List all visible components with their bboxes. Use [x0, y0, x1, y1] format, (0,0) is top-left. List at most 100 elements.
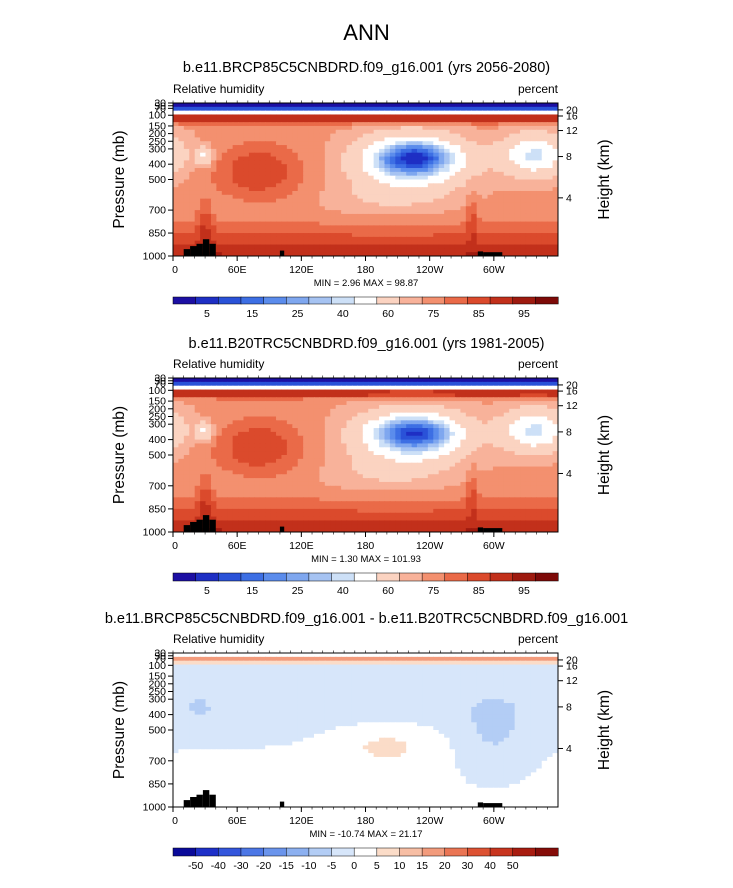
pressure-tick-label: 300	[148, 143, 166, 155]
colorbar-label: 85	[473, 585, 485, 597]
colorbar-swatch	[308, 847, 333, 857]
terrain-block	[202, 515, 210, 532]
y-axis-right-title: Height (km)	[596, 690, 613, 770]
lon-tick-label: 60W	[483, 815, 505, 827]
height-tick-label: 4	[566, 468, 572, 480]
colorbar-swatch	[195, 296, 219, 305]
colorbar-swatch	[399, 296, 423, 305]
y-axis-title: Pressure (mb)	[111, 681, 128, 779]
colorbar-swatch	[444, 572, 468, 582]
pressure-tick-label: 50	[154, 650, 166, 662]
pressure-tick-label: 200	[148, 128, 166, 140]
lon-tick-label: 120W	[416, 264, 444, 276]
colorbar-label: 40	[337, 585, 349, 597]
colorbar-swatch	[489, 296, 514, 305]
figure-title: ANN	[343, 20, 390, 45]
terrain-block	[183, 525, 191, 532]
variable-label: Relative humidity	[173, 632, 264, 646]
height-tick-label: 20	[566, 379, 578, 391]
pressure-tick-label: 50	[154, 100, 166, 112]
pressure-tick-label: 850	[148, 503, 166, 515]
colorbar-swatch	[467, 572, 491, 582]
height-tick-label: 20	[566, 654, 578, 666]
colorbar-swatch	[376, 847, 401, 857]
lon-tick-label: 60W	[483, 540, 505, 552]
colorbar-swatch	[195, 572, 219, 582]
colorbar-label: -20	[256, 860, 271, 872]
colorbar-swatch	[512, 572, 536, 582]
pressure-tick-label: 500	[148, 725, 166, 737]
pressure-tick-label: 50	[154, 375, 166, 387]
pressure-tick-label: 400	[148, 434, 166, 446]
colorbar-swatch	[263, 296, 287, 305]
colorbar-swatch	[172, 572, 197, 582]
colorbar-swatch	[218, 572, 242, 582]
y-axis-right-title: Height (km)	[596, 415, 613, 495]
colorbar-label: 5	[204, 585, 210, 597]
panel-2-title: b.e11.B20TRC5CNBDRD.f09_g16.001 (yrs 198…	[188, 336, 545, 352]
terrain-block	[279, 526, 285, 532]
colorbar-swatch	[535, 296, 559, 305]
colorbar-swatch	[308, 572, 333, 582]
y-axis-title: Pressure (mb)	[111, 130, 128, 228]
colorbar-label: 15	[246, 308, 258, 320]
y-axis-title: Pressure (mb)	[111, 406, 128, 504]
pressure-tick-label: 30	[154, 373, 166, 385]
colorbar-swatch	[399, 847, 423, 857]
terrain-mask	[183, 239, 503, 256]
y-axis-right-title: Height (km)	[596, 139, 613, 219]
colorbar: 5 15 25 40 60 75 85 95	[172, 572, 559, 597]
terrain-block	[477, 251, 484, 256]
lon-tick-label: 180	[357, 540, 375, 552]
pressure-tick-label: 1000	[143, 802, 167, 814]
colorbar-swatch	[195, 847, 219, 857]
terrain-block	[483, 528, 503, 532]
colorbar-swatch	[421, 847, 446, 857]
pressure-tick-label: 100	[148, 385, 166, 397]
lon-tick-label: 0	[172, 815, 178, 827]
terrain-block	[209, 243, 216, 256]
colorbar-swatch	[218, 296, 242, 305]
colorbar-swatch	[263, 572, 287, 582]
terrain-block	[196, 794, 203, 807]
colorbar-label: -40	[211, 860, 226, 872]
colorbar-label: 0	[351, 860, 357, 872]
colorbar-swatch	[308, 296, 333, 305]
colorbar-label: 15	[416, 860, 428, 872]
colorbar-swatch	[444, 847, 468, 857]
lon-tick-label: 120E	[289, 264, 314, 276]
colorbar-label: 25	[292, 585, 304, 597]
terrain-block	[202, 790, 210, 807]
pressure-tick-label: 1000	[143, 251, 167, 263]
colorbar-swatch	[240, 847, 265, 857]
contour-field	[173, 103, 558, 256]
colorbar-swatch	[240, 296, 265, 305]
terrain-block	[279, 801, 285, 807]
pressure-tick-label: 500	[148, 174, 166, 186]
colorbar-swatch	[421, 572, 446, 582]
height-tick-label: 12	[566, 125, 578, 137]
lon-tick-label: 180	[357, 815, 375, 827]
lon-tick-label: 60E	[228, 540, 247, 552]
colorbar-swatch	[331, 847, 355, 857]
pressure-tick-label: 700	[148, 205, 166, 217]
lon-tick-label: 60E	[228, 815, 247, 827]
colorbar-label: 40	[484, 860, 496, 872]
colorbar-label: -10	[301, 860, 316, 872]
lon-tick-label: 60W	[483, 264, 505, 276]
terrain-mask	[183, 515, 503, 532]
pressure-tick-label: 850	[148, 778, 166, 790]
terrain-block	[190, 797, 197, 807]
pressure-tick-label: 70	[154, 378, 166, 390]
height-tick-label: 12	[566, 675, 578, 687]
units-label: percent	[518, 357, 559, 371]
terrain-block	[183, 249, 191, 256]
terrain-block	[183, 800, 191, 807]
lon-tick-label: 180	[357, 264, 375, 276]
colorbar-swatch	[489, 847, 514, 857]
colorbar-label: 60	[382, 308, 394, 320]
colorbar-swatch	[285, 572, 310, 582]
units-label: percent	[518, 632, 559, 646]
height-tick-label: 16	[566, 111, 578, 123]
height-tick-label: 8	[566, 701, 572, 713]
